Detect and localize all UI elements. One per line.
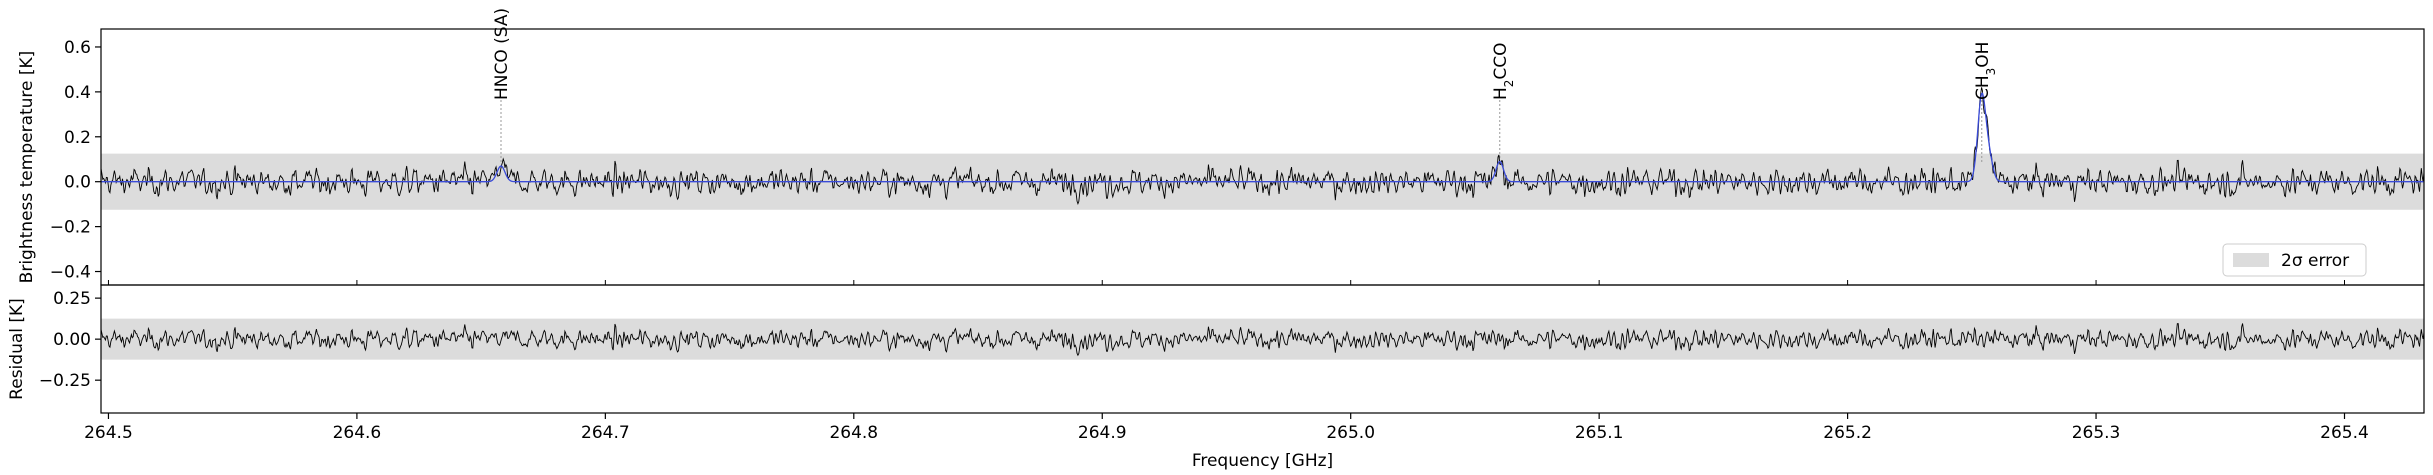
bottom-y-tick-label: 0.00 <box>53 330 91 350</box>
top-y-tick-label: 0.0 <box>64 173 91 193</box>
x-axis-label: Frequency [GHz] <box>1192 451 1333 471</box>
observed-spectrum-line <box>100 87 2425 206</box>
x-tick-label: 265.4 <box>2320 423 2369 443</box>
x-tick-label: 265.0 <box>1326 423 1375 443</box>
top-y-tick-label: 0.6 <box>64 38 91 58</box>
x-tick-label: 265.3 <box>2072 423 2121 443</box>
model-spectrum-line <box>101 92 2424 183</box>
bottom-y-ticks: −0.25 0.00 0.25 <box>39 289 101 391</box>
bottom-y-axis-label: Residual [K] <box>7 298 27 400</box>
bottom-error-band <box>101 318 2424 360</box>
x-tick-label: 264.7 <box>581 423 630 443</box>
top-panel: HNCO (SA) H2CCO CH3OH −0.4 −0.2 0.0 0.2 0.4 0.6… <box>17 8 2425 286</box>
top-y-tick-label: −0.2 <box>50 218 91 238</box>
bottom-y-tick-label: 0.25 <box>53 289 91 309</box>
legend-box <box>2222 243 2367 277</box>
x-tick-label: 265.2 <box>1823 423 1872 443</box>
top-y-tick-label: 0.4 <box>64 83 91 103</box>
legend-swatch <box>2233 253 2269 267</box>
line-annotation-label: CH3OH <box>1973 42 1998 100</box>
top-y-tick-label: 0.2 <box>64 128 91 148</box>
x-tick-label: 264.9 <box>1078 423 1127 443</box>
line-guides <box>500 100 1983 164</box>
line-annotations: HNCO (SA) H2CCO CH3OH <box>492 8 1998 100</box>
x-tick-label: 264.8 <box>829 423 878 443</box>
line-annotation-label: H2CCO <box>1491 42 1516 100</box>
top-y-axis-label: Brightness temperature [K] <box>17 51 37 284</box>
top-y-ticks: −0.4 −0.2 0.0 0.2 0.4 0.6 <box>50 38 101 283</box>
x-tick-label: 265.1 <box>1575 423 1624 443</box>
bottom-panel: −0.250.000.25 264.5 264.6 264.7 264.8 264.9 2… <box>7 280 2425 471</box>
bottom-y-tick-label: −0.25 <box>39 371 91 391</box>
residual-line <box>100 323 2425 357</box>
x-tick-label: 264.6 <box>333 423 382 443</box>
x-tick-label: 264.5 <box>84 423 133 443</box>
bottom-panel-frame <box>100 284 2425 414</box>
legend-label: 2σ error <box>2281 251 2349 271</box>
line-annotation-label: HNCO (SA) <box>492 8 512 100</box>
x-ticks: 264.5 264.6 264.7 264.8 264.9 265.0 265.1 265.2… <box>84 280 2369 443</box>
legend: 2σ error <box>2222 243 2367 277</box>
top-y-tick-label: −0.4 <box>50 263 91 283</box>
